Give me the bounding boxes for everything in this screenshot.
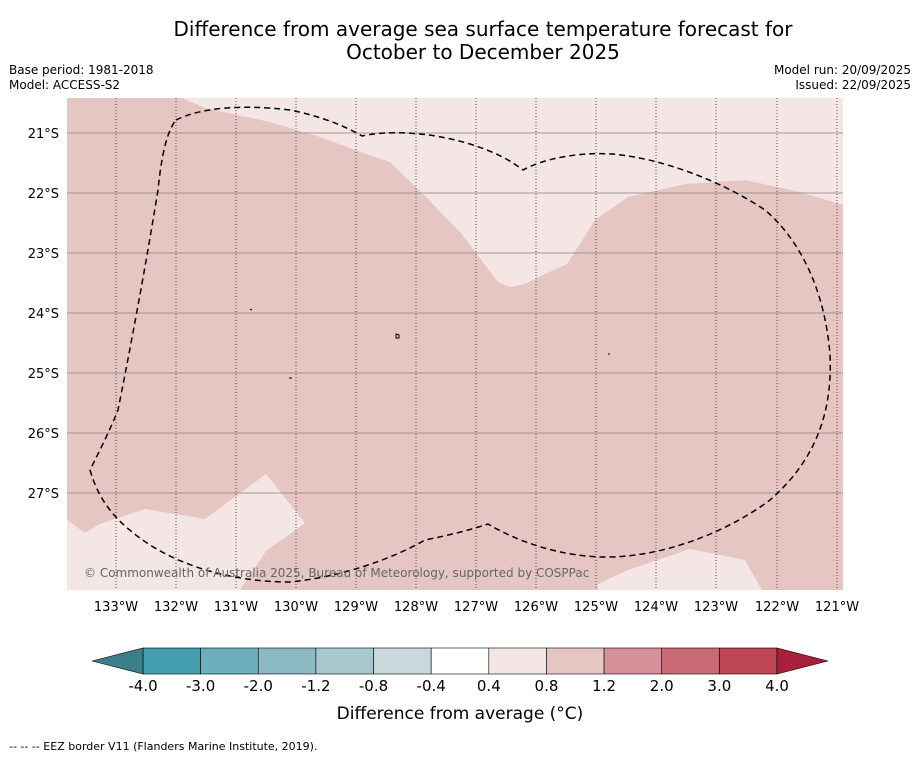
colorbar [91,647,829,675]
colorbar-segment [546,647,605,675]
colorbar-under-arrow [91,647,144,675]
longitude-label: 133°W [94,600,138,615]
island-outline [249,308,253,311]
colorbar-label: -4.0 [128,677,158,695]
colorbar-label: -3.0 [185,677,216,695]
copyright-notice: © Commonwealth of Australia 2025, Bureau… [84,566,589,580]
colorbar-label: -2.0 [243,677,273,695]
meta-left: Base period: 1981-2018 Model: ACCESS-S2 [9,63,154,93]
eez-border [89,106,831,583]
latitude-label: 27°S [28,487,59,502]
map-panel [67,98,843,590]
colorbar-label: 3.0 [707,677,732,695]
longitude-label: 121°W [815,600,859,615]
colorbar-label: 0.8 [534,677,559,695]
latitude-label: 26°S [28,427,59,442]
colorbar-label: 1.2 [592,677,617,695]
anomaly-region-0-4-to-0-8-north [182,98,843,287]
meta-right: Model run: 20/09/2025 Issued: 22/09/2025 [774,63,911,93]
colorbar-segment [200,647,259,675]
longitude-label: 124°W [634,600,678,615]
model-run: Model run: 20/09/2025 [773,63,911,77]
longitude-label: 130°W [274,600,318,615]
map-title: Difference from average sea surface temp… [0,18,919,64]
colorbar-segment [488,647,547,675]
colorbar-label: -0.8 [358,677,389,695]
longitude-label: 128°W [394,600,438,615]
colorbar-title: Difference from average (°C) [336,704,584,724]
issued-date: Issued: 22/09/2025 [795,78,911,92]
colorbar-label: 4.0 [765,677,789,695]
colorbar-label: 2.0 [649,677,674,695]
colorbar-segment [315,647,374,675]
longitude-label: 131°W [214,600,258,615]
colorbar-segment [719,647,778,675]
title-line-1: Difference from average sea surface temp… [173,17,793,41]
colorbar-segment [142,647,201,675]
colorbar-over-arrow [776,647,829,675]
latitude-tick-labels: 21°S 22°S 23°S 24°S 25°S 26°S 27°S [28,127,59,502]
longitude-label: 126°W [514,600,558,615]
longitude-label: 123°W [694,600,738,615]
colorbar-segment [603,647,663,675]
longitude-label: 127°W [454,600,498,615]
anomaly-region-0-4-to-0-8-southeast [598,549,762,590]
longitude-label: 125°W [574,600,618,615]
latitude-label: 25°S [28,367,59,382]
latitude-label: 22°S [28,187,59,202]
colorbar-segment [373,647,432,675]
colorbar-segment [661,647,720,675]
latitude-label: 21°S [28,127,59,142]
colorbar-label: 0.4 [476,677,501,695]
title-line-2: October to December 2025 [346,40,620,64]
graticule [67,98,843,590]
base-period: Base period: 1981-2018 [9,63,154,77]
model-name: Model: ACCESS-S2 [9,78,121,92]
footer-note: -- -- -- EEZ border V11 (Flanders Marine… [9,740,318,753]
colorbar-label: -1.2 [301,677,331,695]
colorbar-segment [430,647,490,675]
longitude-tick-labels: 133°W 132°W 131°W 130°W 129°W 128°W 127°W 126°W… [94,600,859,615]
latitude-label: 24°S [28,307,59,322]
longitude-label: 132°W [154,600,198,615]
colorbar-label: -0.4 [416,677,446,695]
colorbar-segment [257,647,317,675]
longitude-label: 122°W [755,600,799,615]
latitude-label: 23°S [28,247,59,262]
island-outline [395,333,400,339]
longitude-label: 129°W [334,600,378,615]
anomaly-region-0-4-to-0-8-southwest [67,474,305,590]
